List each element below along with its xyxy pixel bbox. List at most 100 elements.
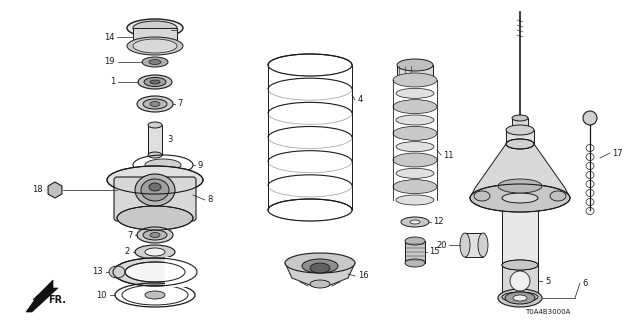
Ellipse shape <box>135 174 175 206</box>
Bar <box>506 130 534 144</box>
Polygon shape <box>470 144 570 198</box>
Ellipse shape <box>125 262 185 282</box>
Ellipse shape <box>396 142 434 152</box>
Ellipse shape <box>502 193 538 203</box>
Ellipse shape <box>113 258 197 286</box>
Ellipse shape <box>405 259 425 267</box>
Ellipse shape <box>135 245 175 259</box>
Text: 3: 3 <box>167 135 172 145</box>
Ellipse shape <box>397 74 433 86</box>
Text: 7: 7 <box>177 100 182 108</box>
Text: 13: 13 <box>92 268 103 276</box>
Ellipse shape <box>148 152 162 158</box>
Text: 1: 1 <box>109 77 115 86</box>
Ellipse shape <box>498 289 542 307</box>
Ellipse shape <box>310 280 330 288</box>
Text: 15: 15 <box>429 247 440 257</box>
Ellipse shape <box>583 111 597 125</box>
Ellipse shape <box>512 127 528 133</box>
Ellipse shape <box>513 295 527 301</box>
Ellipse shape <box>127 37 183 55</box>
Ellipse shape <box>144 77 166 86</box>
Ellipse shape <box>396 195 434 205</box>
Bar <box>465 233 483 257</box>
Ellipse shape <box>150 101 160 107</box>
Ellipse shape <box>310 263 330 273</box>
Text: 7: 7 <box>127 230 133 239</box>
Ellipse shape <box>510 271 530 291</box>
Ellipse shape <box>138 75 172 89</box>
Ellipse shape <box>141 179 169 201</box>
Bar <box>405 241 425 263</box>
Text: 14: 14 <box>104 33 115 42</box>
Ellipse shape <box>397 59 433 71</box>
Ellipse shape <box>143 99 167 109</box>
Text: FR.: FR. <box>48 295 66 305</box>
FancyBboxPatch shape <box>114 177 196 221</box>
Text: T0A4B3000A: T0A4B3000A <box>525 309 570 315</box>
Text: 6: 6 <box>582 278 588 287</box>
Ellipse shape <box>498 179 542 193</box>
Polygon shape <box>26 280 58 312</box>
Ellipse shape <box>137 227 173 243</box>
Bar <box>165 257 200 287</box>
Text: 11: 11 <box>443 150 454 159</box>
Ellipse shape <box>145 291 165 299</box>
Ellipse shape <box>502 260 538 270</box>
Ellipse shape <box>117 206 193 230</box>
Bar <box>148 125 162 155</box>
Ellipse shape <box>550 191 566 201</box>
Text: 12: 12 <box>433 218 444 227</box>
Ellipse shape <box>405 237 425 245</box>
Ellipse shape <box>109 266 125 278</box>
Ellipse shape <box>145 159 181 171</box>
Ellipse shape <box>502 292 538 302</box>
Ellipse shape <box>410 220 420 224</box>
Ellipse shape <box>401 217 429 227</box>
Ellipse shape <box>142 57 168 67</box>
Ellipse shape <box>133 39 177 53</box>
Bar <box>133 28 177 46</box>
Ellipse shape <box>148 122 162 128</box>
Ellipse shape <box>393 100 437 114</box>
Ellipse shape <box>460 233 470 257</box>
Text: 9: 9 <box>197 161 202 170</box>
Ellipse shape <box>396 168 434 178</box>
Ellipse shape <box>396 88 434 98</box>
Ellipse shape <box>478 233 488 257</box>
Ellipse shape <box>149 60 161 65</box>
Text: 5: 5 <box>545 276 550 285</box>
Ellipse shape <box>285 253 355 273</box>
Ellipse shape <box>302 259 338 273</box>
Text: 17: 17 <box>612 148 623 157</box>
Ellipse shape <box>474 191 490 201</box>
Ellipse shape <box>505 292 535 304</box>
Text: 2: 2 <box>125 247 130 257</box>
Ellipse shape <box>143 230 167 240</box>
Ellipse shape <box>396 115 434 125</box>
Ellipse shape <box>133 21 177 35</box>
Text: 16: 16 <box>358 271 369 281</box>
Ellipse shape <box>470 184 570 212</box>
Text: 8: 8 <box>207 196 212 204</box>
Bar <box>512 118 528 130</box>
Bar <box>502 265 538 297</box>
Text: 18: 18 <box>33 186 43 195</box>
Ellipse shape <box>150 80 160 84</box>
Ellipse shape <box>393 73 437 87</box>
Ellipse shape <box>506 139 534 149</box>
Bar <box>397 65 433 80</box>
Text: 20: 20 <box>436 241 447 250</box>
Ellipse shape <box>512 115 528 121</box>
Ellipse shape <box>393 180 437 194</box>
Ellipse shape <box>506 125 534 135</box>
Ellipse shape <box>393 153 437 167</box>
Text: 10: 10 <box>97 291 107 300</box>
Ellipse shape <box>150 233 160 237</box>
Bar <box>502 198 538 265</box>
Polygon shape <box>285 263 355 286</box>
Ellipse shape <box>137 96 173 112</box>
Ellipse shape <box>145 248 165 256</box>
Ellipse shape <box>149 183 161 191</box>
Ellipse shape <box>393 126 437 140</box>
